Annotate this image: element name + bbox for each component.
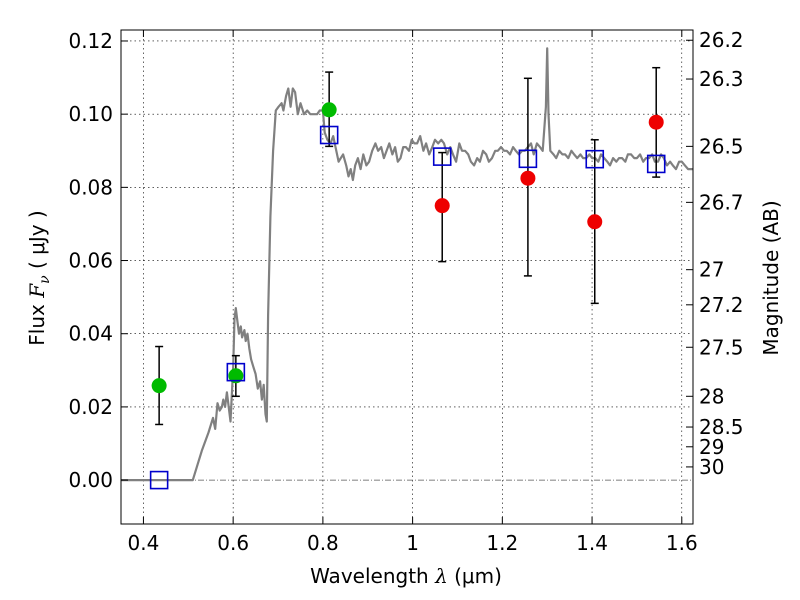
x-tick-label: 0.4	[128, 531, 160, 555]
magnitude-tick-label: 26.7	[699, 190, 744, 214]
x-axis-label: Wavelength λ (μm)	[310, 564, 502, 588]
x-tick-label: 1.6	[666, 531, 698, 555]
y-tick-label: 0.08	[68, 175, 113, 199]
observed-point-red	[587, 214, 603, 230]
x-tick-label: 0.6	[217, 531, 249, 555]
observed-point-red	[434, 198, 450, 214]
model-photometry-square	[432, 147, 452, 166]
observed-point-red	[520, 170, 536, 186]
observed-point-green	[151, 378, 167, 394]
x-tick-label: 1.4	[576, 531, 608, 555]
model-photometry-square	[518, 149, 538, 169]
model-photometry-square	[226, 362, 246, 382]
model-spectrum-line	[121, 47, 693, 482]
x-tick-label: 0.8	[307, 531, 339, 555]
magnitude-tick-label: 26.2	[699, 28, 744, 52]
model-photometry-square	[149, 470, 169, 490]
magnitude-tick-label: 26.3	[699, 67, 744, 91]
y-axis-label: Flux Fν ( μJy )	[25, 210, 53, 345]
observed-point-green	[228, 368, 244, 384]
y-tick-label: 0.10	[68, 102, 113, 126]
y-tick-label: 0.02	[68, 395, 113, 419]
magnitude-tick-label: 29	[699, 435, 724, 459]
y-tick-label: 0.04	[68, 322, 113, 346]
x-tick-label: 1.2	[486, 531, 518, 555]
magnitude-tick-label: 27	[699, 258, 724, 282]
magnitude-tick-label: 30	[699, 455, 724, 479]
x-tick-label: 1	[406, 531, 419, 555]
magnitude-tick-label: 28	[699, 384, 724, 408]
model-photometry-square	[319, 125, 339, 145]
model-spectrum-layer	[121, 47, 693, 482]
magnitude-axis-label: Magnitude (AB)	[759, 200, 783, 355]
observed-point-green	[321, 102, 337, 118]
observed-point-red	[648, 114, 664, 130]
plot-frame	[120, 29, 694, 525]
axis-tick-labels: 0.4 0.6 0.8 1 1.2 1.4 1.6 0.00 0.02 0.04 0.06 0.08 0…	[68, 28, 743, 555]
magnitude-tick-label: 26.5	[699, 134, 744, 158]
data-points-layer	[149, 102, 666, 490]
y-tick-label: 0.06	[68, 249, 113, 273]
magnitude-tick-label: 28.5	[699, 415, 744, 439]
axis-ticks	[121, 30, 693, 524]
grid-lines	[121, 30, 693, 524]
magnitude-tick-label: 27.2	[699, 293, 744, 317]
model-photometry-square	[585, 149, 605, 169]
magnitude-tick-label: 27.5	[699, 335, 744, 359]
y-tick-label: 0.12	[68, 29, 113, 53]
model-photometry-square	[646, 154, 666, 174]
y-tick-label: 0.00	[68, 468, 113, 492]
